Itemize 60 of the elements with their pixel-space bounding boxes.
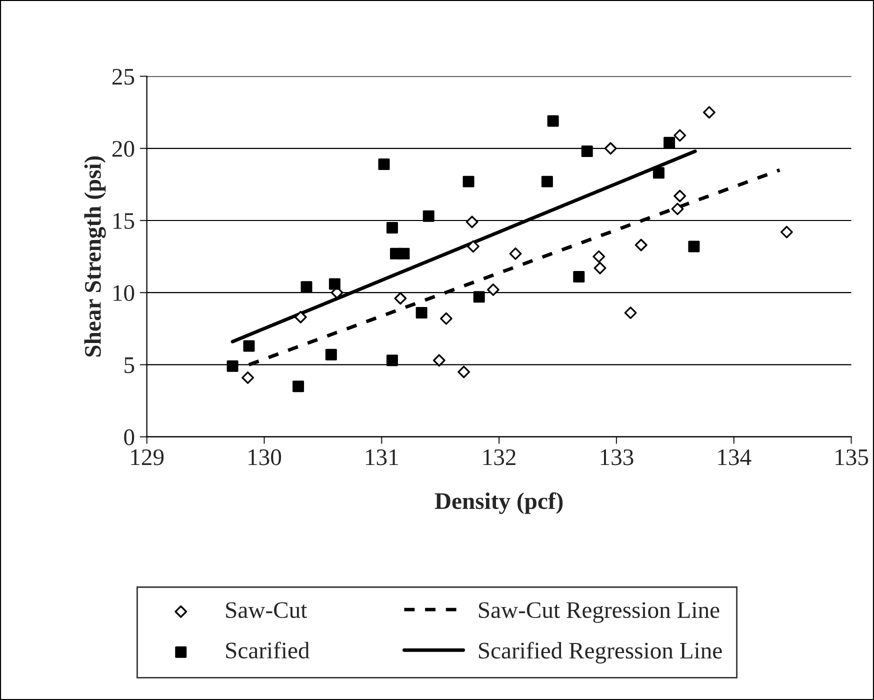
y-axis-title: Shear Strength (psi) [84,156,106,357]
point [432,354,446,367]
x-tick-label: 134 [718,449,752,466]
point [541,176,553,188]
x-tick-label: 132 [483,449,516,466]
point [294,310,307,324]
point [671,202,684,216]
point [664,136,676,148]
point [780,226,793,238]
point [458,366,470,378]
point [243,340,255,352]
point [398,248,410,260]
point [547,115,559,127]
point [624,306,637,319]
point [594,262,606,274]
x-tick-label: 135 [836,449,868,466]
y-tick-label: 25 [112,68,134,85]
point [486,284,500,296]
point [509,247,522,260]
point [440,312,452,325]
point [703,106,716,119]
x-tick-label: 133 [600,449,634,466]
legend-label: Scarified [226,642,310,659]
y-tick-label: 15 [113,213,134,229]
x-tick-label: 130 [248,449,282,466]
y-tick-label: 0 [124,429,134,446]
point [386,222,398,234]
point [292,380,304,392]
point [674,129,686,142]
y-tick-label: 20 [112,140,134,157]
point [300,281,312,293]
point [581,146,593,158]
point [604,142,617,155]
x-tick-label: 129 [131,449,164,466]
point [473,291,485,303]
point [466,216,478,228]
point [416,307,428,319]
y-tick-label: 10 [113,285,134,302]
point [422,210,434,222]
point [328,278,340,290]
legend-label: Saw-Cut Regression Line [478,602,720,623]
y-tick-label: 5 [124,357,134,374]
point [688,240,700,252]
point [634,238,648,252]
point [573,270,585,282]
point [462,176,474,188]
point [226,360,238,372]
legend-label: Scarified Regression Line [478,642,722,664]
point [325,348,337,360]
point [378,158,390,170]
point [467,240,480,253]
point [592,250,606,263]
point [674,190,686,202]
point [242,371,254,384]
legend-label: Saw-Cut [226,602,308,618]
x-tick-label: 131 [366,449,398,466]
point [386,354,398,366]
point [652,167,664,179]
x-axis-title: Density (pcf) [434,492,563,514]
point [394,292,407,305]
